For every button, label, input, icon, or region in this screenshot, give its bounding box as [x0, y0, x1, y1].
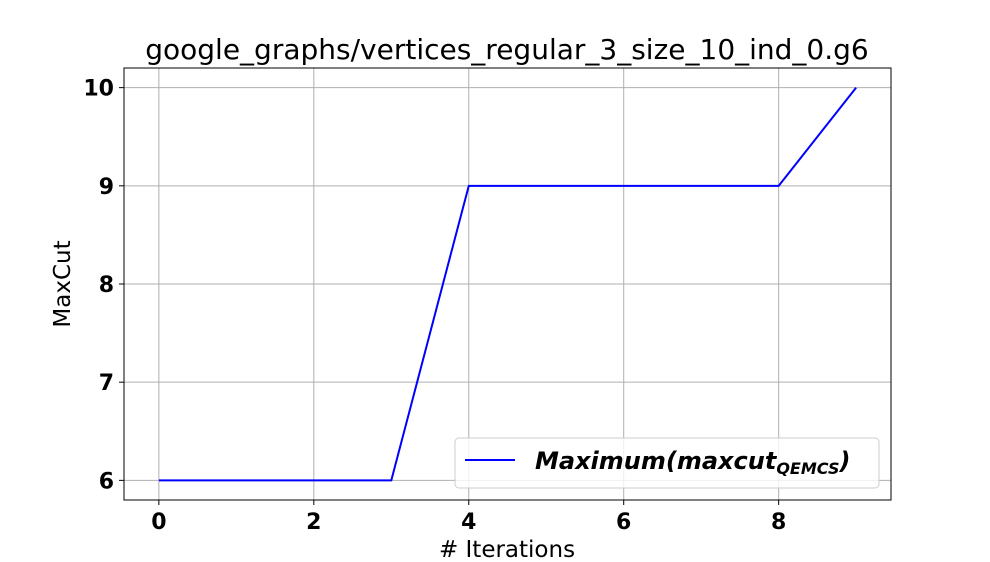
- legend: Maximum(maxcutQEMCS): [454, 437, 880, 489]
- y-ticks: 6 7 8 9 10: [83, 77, 124, 494]
- grid: [124, 68, 891, 500]
- x-ticks: 0 2 4 6 8: [151, 500, 786, 535]
- y-tick-label: 6: [99, 469, 114, 494]
- chart-title: google_graphs/vertices_regular_3_size_10…: [145, 33, 869, 66]
- x-tick-label: 8: [771, 510, 786, 535]
- x-axis-label: # Iterations: [439, 537, 575, 562]
- x-tick-label: 6: [616, 510, 631, 535]
- legend-label: Maximum(maxcutQEMCS): [535, 447, 850, 478]
- x-tick-label: 0: [151, 510, 166, 535]
- x-tick-label: 2: [306, 510, 321, 535]
- series-line: [158, 87, 857, 482]
- y-tick-label: 10: [83, 77, 114, 102]
- legend-label-close: ): [838, 447, 850, 475]
- series-layer: [158, 87, 857, 482]
- x-tick-label: 4: [461, 510, 476, 535]
- y-axis-label: MaxCut: [50, 240, 76, 327]
- y-tick-label: 9: [99, 175, 114, 200]
- legend-box: [454, 437, 880, 489]
- legend-label-subscript: QEMCS: [776, 459, 839, 478]
- y-tick-label: 8: [99, 273, 114, 298]
- y-tick-label: 7: [99, 371, 114, 396]
- legend-label-main: Maximum(maxcut: [535, 447, 778, 475]
